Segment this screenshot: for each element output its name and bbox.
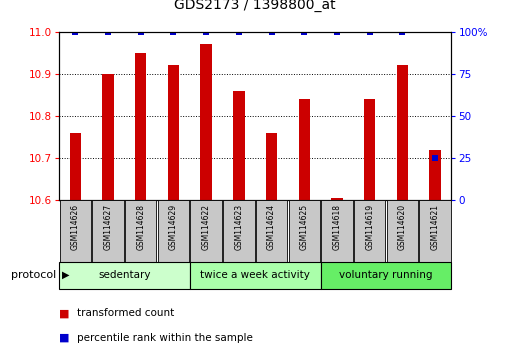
Text: GSM114627: GSM114627 [104, 204, 112, 251]
Bar [289, 200, 320, 262]
Text: ■: ■ [59, 333, 69, 343]
Text: sedentary: sedentary [98, 270, 151, 280]
Bar [135, 53, 147, 200]
Text: ■: ■ [59, 308, 69, 318]
Bar [429, 149, 441, 200]
Bar [125, 200, 156, 262]
Text: voluntary running: voluntary running [339, 270, 433, 280]
Point [333, 29, 341, 35]
Text: GSM114626: GSM114626 [71, 204, 80, 251]
Text: GSM114623: GSM114623 [234, 204, 243, 251]
Text: percentile rank within the sample: percentile rank within the sample [77, 333, 253, 343]
Text: GSM114620: GSM114620 [398, 204, 407, 251]
Bar [387, 200, 418, 262]
Text: GSM114628: GSM114628 [136, 204, 145, 250]
Text: GSM114619: GSM114619 [365, 204, 374, 251]
Bar [256, 200, 287, 262]
Text: transformed count: transformed count [77, 308, 174, 318]
Point [431, 155, 439, 161]
Bar [223, 200, 254, 262]
Bar [354, 200, 385, 262]
Bar [331, 198, 343, 200]
Point [366, 29, 374, 35]
Text: GSM114625: GSM114625 [300, 204, 309, 251]
Bar [364, 99, 376, 200]
Point [104, 29, 112, 35]
Bar [266, 133, 278, 200]
Point [235, 29, 243, 35]
Bar [70, 133, 81, 200]
Bar [60, 200, 91, 262]
Bar [102, 74, 114, 200]
Bar [321, 200, 352, 262]
Bar [168, 65, 179, 200]
Text: ▶: ▶ [62, 270, 69, 280]
Text: protocol: protocol [11, 270, 56, 280]
Bar [201, 45, 212, 200]
Text: twice a week activity: twice a week activity [200, 270, 310, 280]
Text: GSM114624: GSM114624 [267, 204, 276, 251]
Bar [92, 200, 124, 262]
Text: GSM114618: GSM114618 [332, 204, 342, 250]
Point [71, 29, 80, 35]
Point [267, 29, 275, 35]
Bar [397, 65, 408, 200]
Point [169, 29, 177, 35]
Bar [190, 200, 222, 262]
Point [300, 29, 308, 35]
Point [136, 29, 145, 35]
Text: GSM114622: GSM114622 [202, 204, 211, 250]
Bar [420, 200, 451, 262]
Bar [158, 200, 189, 262]
Bar [190, 262, 321, 289]
Point [398, 29, 406, 35]
Bar [299, 99, 310, 200]
Text: GSM114629: GSM114629 [169, 204, 178, 251]
Bar [59, 262, 190, 289]
Text: GDS2173 / 1398800_at: GDS2173 / 1398800_at [174, 0, 336, 12]
Point [202, 29, 210, 35]
Text: GSM114621: GSM114621 [430, 204, 440, 250]
Bar [233, 91, 245, 200]
Bar [321, 262, 451, 289]
